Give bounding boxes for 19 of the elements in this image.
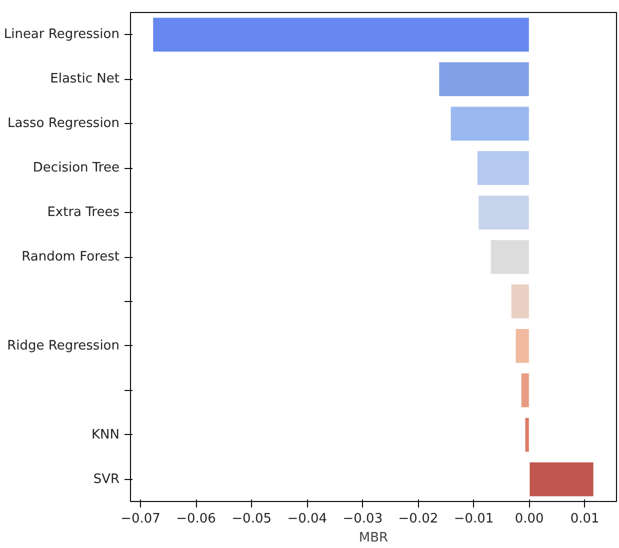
y-tick-label: Lasso Regression: [8, 116, 120, 132]
y-tick-label: KNN: [92, 427, 120, 442]
y-tick-label: Extra Trees: [47, 205, 120, 220]
x-tick-label: 0.00: [514, 512, 544, 526]
y-tick-label: Ridge Regression: [7, 338, 120, 354]
x-tick-label: −0.05: [232, 512, 272, 526]
x-tick-label: −0.03: [342, 512, 383, 526]
x-tick-label: −0.01: [454, 512, 494, 526]
y-tick-label: Decision Tree: [32, 160, 120, 176]
x-tick-label: −0.07: [120, 512, 160, 526]
x-axis-title: MBR: [358, 530, 388, 546]
y-tick-label: Elastic Net: [50, 72, 120, 87]
y-tick-label: SVR: [93, 472, 120, 487]
x-tick-label: 0.01: [570, 512, 600, 526]
y-tick-label: Linear Regression: [4, 27, 120, 42]
x-tick-label: −0.02: [398, 512, 438, 526]
x-tick-label: −0.04: [287, 512, 328, 526]
y-tick-label: Random Forest: [22, 250, 120, 264]
x-tick-label: −0.06: [176, 512, 216, 526]
